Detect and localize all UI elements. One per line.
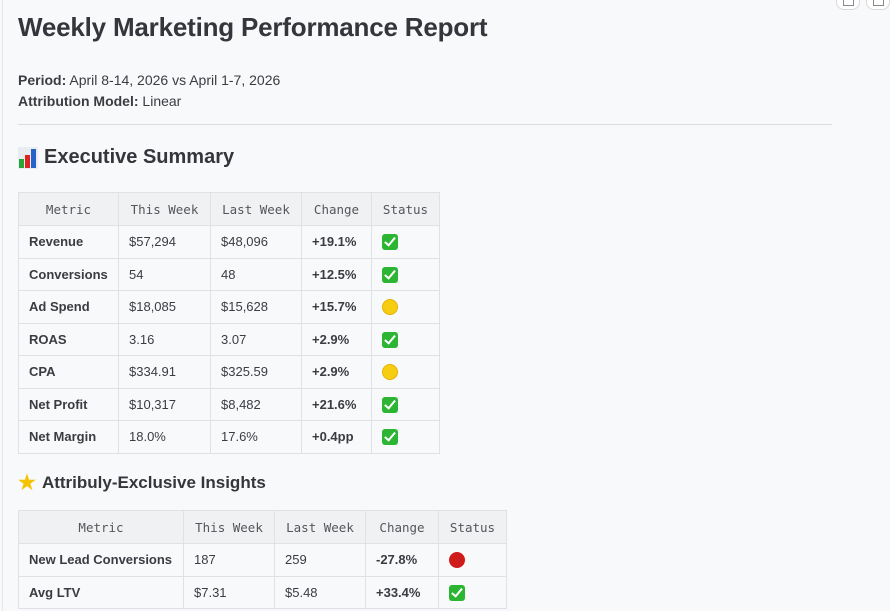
column-header: Last Week — [210, 192, 302, 226]
green-check-icon — [382, 396, 398, 413]
last-week-cell: $48,096 — [210, 225, 302, 259]
status-cell — [371, 355, 440, 389]
last-week-cell: 259 — [274, 543, 366, 577]
this-week-cell: 54 — [118, 257, 211, 291]
status-cell — [438, 575, 507, 609]
green-check-icon — [382, 331, 398, 348]
period-line: Period: April 8-14, 2026 vs April 1-7, 2… — [18, 72, 281, 88]
green-check-icon — [449, 584, 465, 601]
this-week-cell: $334.91 — [118, 355, 211, 389]
report-meta: Period: April 8-14, 2026 vs April 1-7, 2… — [18, 70, 280, 112]
status-cell — [371, 225, 440, 259]
table-row: Avg LTV $7.31 $5.48 +33.4% — [18, 575, 507, 609]
column-header: Status — [438, 510, 507, 544]
status-cell — [371, 290, 440, 324]
this-week-cell: $18,085 — [118, 290, 211, 324]
column-header: This Week — [183, 510, 275, 544]
table-row: Net Margin 18.0% 17.6% +0.4pp — [18, 420, 440, 454]
table-header-row: Metric This Week Last Week Change Status — [18, 192, 440, 226]
this-week-cell: 187 — [183, 543, 275, 577]
change-cell: +21.6% — [301, 387, 372, 421]
table-row: CPA $334.91 $325.59 +2.9% — [18, 355, 440, 389]
change-cell: +19.1% — [301, 225, 372, 259]
last-week-cell: 48 — [210, 257, 302, 291]
table-row: Ad Spend $18,085 $15,628 +15.7% — [18, 290, 440, 324]
this-week-cell: $10,317 — [118, 387, 211, 421]
table-row: Net Profit $10,317 $8,482 +21.6% — [18, 387, 440, 421]
table-row: Revenue $57,294 $48,096 +19.1% — [18, 225, 440, 259]
change-cell: +15.7% — [301, 290, 372, 324]
change-cell: +33.4% — [365, 575, 439, 609]
this-week-cell: 3.16 — [118, 322, 211, 356]
metric-cell: Net Margin — [18, 420, 119, 454]
divider — [18, 124, 832, 125]
metric-cell: Revenue — [18, 225, 119, 259]
last-week-cell: $15,628 — [210, 290, 302, 324]
insights-table: Metric This Week Last Week Change Status New… — [18, 510, 507, 609]
top-toolbar — [836, 0, 890, 10]
split-view-icon — [842, 0, 854, 6]
column-header: Change — [301, 192, 372, 226]
copy-button[interactable] — [866, 0, 890, 10]
column-header: Metric — [18, 192, 119, 226]
metric-cell: New Lead Conversions — [18, 543, 184, 577]
last-week-cell: $325.59 — [210, 355, 302, 389]
status-cell — [371, 387, 440, 421]
green-check-icon — [382, 266, 398, 283]
metric-cell: Ad Spend — [18, 290, 119, 324]
metric-cell: Net Profit — [18, 387, 119, 421]
insights-heading: ★ Attribuly-Exclusive Insights — [18, 472, 266, 494]
metric-cell: Conversions — [18, 257, 119, 291]
bar-chart-icon — [18, 146, 38, 169]
copy-icon — [872, 0, 884, 6]
column-header: Status — [371, 192, 440, 226]
split-view-button[interactable] — [836, 0, 860, 10]
glowing-star-icon: ★ — [18, 472, 36, 494]
left-border — [2, 0, 3, 611]
column-header: Change — [365, 510, 439, 544]
this-week-cell: $7.31 — [183, 575, 275, 609]
metric-cell: Avg LTV — [18, 575, 184, 609]
green-check-icon — [382, 234, 398, 251]
yellow-circle-icon — [382, 364, 398, 381]
change-cell: +0.4pp — [301, 420, 372, 454]
executive-summary-heading: Executive Summary — [18, 146, 234, 169]
red-circle-icon — [449, 552, 465, 569]
executive-summary-table: Metric This Week Last Week Change Status Rev… — [18, 192, 440, 454]
metric-cell: ROAS — [18, 322, 119, 356]
status-cell — [371, 322, 440, 356]
this-week-cell: 18.0% — [118, 420, 211, 454]
last-week-cell: $8,482 — [210, 387, 302, 421]
change-cell: +2.9% — [301, 355, 372, 389]
column-header: Last Week — [274, 510, 366, 544]
last-week-cell: 3.07 — [210, 322, 302, 356]
attribution-line: Attribution Model: Linear — [18, 93, 182, 109]
table-header-row: Metric This Week Last Week Change Status — [18, 510, 507, 544]
table-row: New Lead Conversions 187 259 -27.8% — [18, 543, 507, 577]
table-row: ROAS 3.16 3.07 +2.9% — [18, 322, 440, 356]
last-week-cell: 17.6% — [210, 420, 302, 454]
change-cell: +12.5% — [301, 257, 372, 291]
metric-cell: CPA — [18, 355, 119, 389]
this-week-cell: $57,294 — [118, 225, 211, 259]
status-cell — [371, 420, 440, 454]
column-header: This Week — [118, 192, 211, 226]
change-cell: -27.8% — [365, 543, 439, 577]
green-check-icon — [382, 429, 398, 446]
status-cell — [438, 543, 507, 577]
page-title: Weekly Marketing Performance Report — [18, 12, 488, 42]
table-row: Conversions 54 48 +12.5% — [18, 257, 440, 291]
last-week-cell: $5.48 — [274, 575, 366, 609]
status-cell — [371, 257, 440, 291]
yellow-circle-icon — [382, 299, 398, 316]
change-cell: +2.9% — [301, 322, 372, 356]
column-header: Metric — [18, 510, 184, 544]
